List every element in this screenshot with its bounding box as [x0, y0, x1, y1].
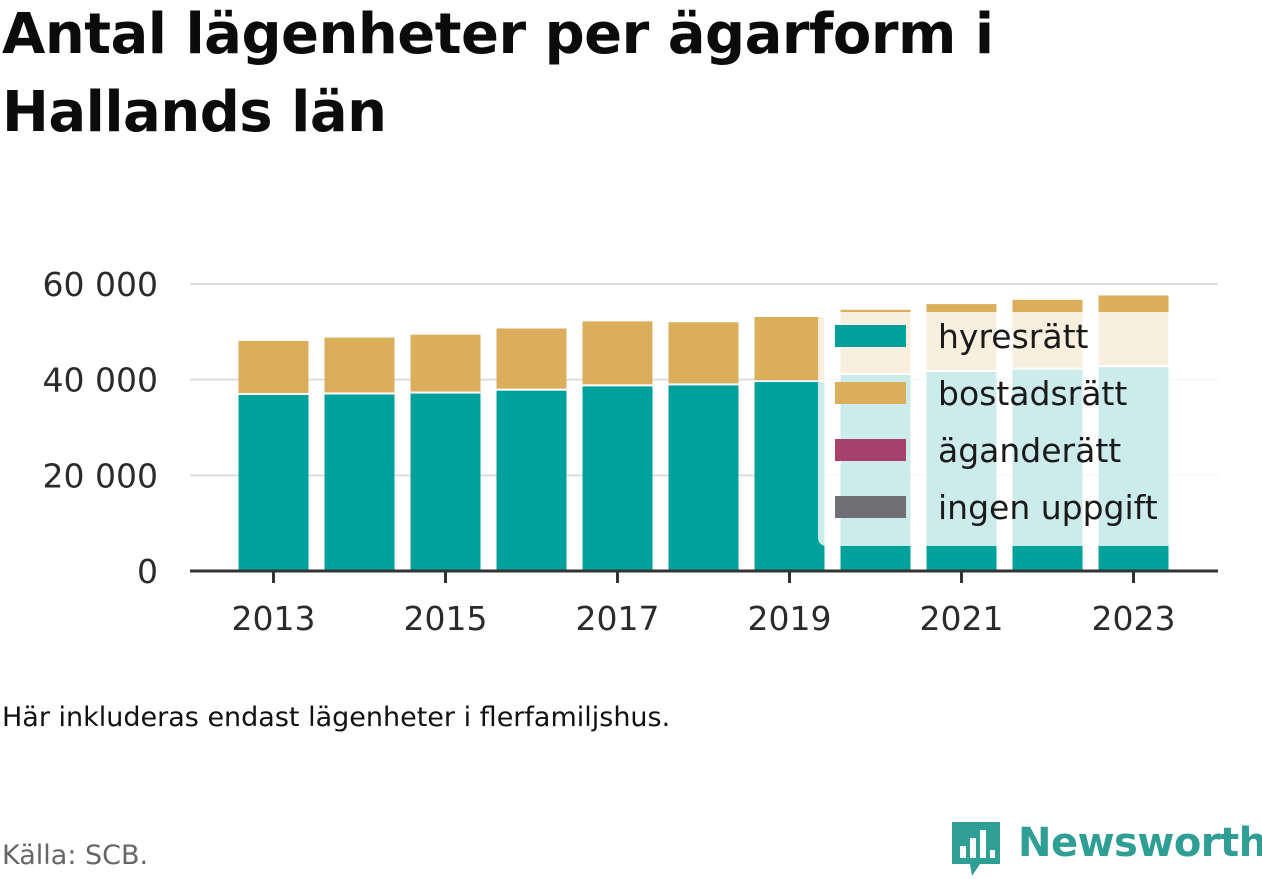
- legend-swatch: [835, 496, 906, 518]
- bar-segment: [668, 322, 739, 384]
- bar-segment: [582, 386, 653, 571]
- x-tick-label: 2015: [404, 599, 488, 638]
- legend-swatch: [835, 382, 906, 404]
- source-text: Källa: SCB.: [2, 840, 149, 871]
- bar-segment: [324, 394, 395, 571]
- x-tick-label: 2023: [1092, 599, 1176, 638]
- chart-note: Här inkluderas endast lägenheter i flerf…: [2, 702, 671, 733]
- bar-segment: [668, 385, 739, 571]
- bar-segment: [238, 340, 309, 393]
- bar-segment: [754, 317, 825, 381]
- legend-label: hyresrätt: [938, 317, 1089, 356]
- x-tick-label: 2017: [576, 599, 660, 638]
- bar-segment: [410, 334, 481, 392]
- bar-segment: [496, 390, 567, 571]
- bar-chart-speech-bubble-icon: [952, 822, 1000, 876]
- y-tick-label: 0: [137, 552, 158, 591]
- legend: hyresrätt bostadsrätt äganderätt ingen uppg…: [818, 312, 1218, 546]
- bar-segment: [754, 382, 825, 571]
- brand-name: Newsworthy: [1018, 820, 1262, 866]
- chart-title: Antal lägenheter per ägarform i Hallands…: [2, 2, 994, 145]
- axes: 0 20 000 40 000 60 000 2013 2015 2017 2019 2021 2…: [43, 265, 1218, 638]
- bar-segment: [324, 337, 395, 393]
- bar-segment: [496, 328, 567, 389]
- bar-segment: [238, 394, 309, 571]
- bar-segment: [582, 321, 653, 385]
- y-tick-label: 40 000: [43, 361, 158, 400]
- x-tick-label: 2021: [920, 599, 1004, 638]
- bar-segment: [410, 393, 481, 571]
- y-tick-label: 60 000: [43, 265, 158, 304]
- legend-label: bostadsrätt: [938, 374, 1127, 413]
- x-tick-label: 2013: [232, 599, 316, 638]
- y-tick-label: 20 000: [43, 456, 158, 495]
- legend-label: ingen uppgift: [938, 488, 1158, 527]
- legend-swatch: [835, 439, 906, 461]
- x-tick-label: 2019: [748, 599, 832, 638]
- legend-label: äganderätt: [938, 431, 1121, 470]
- stacked-bar-chart: 0 20 000 40 000 60 000 2013 2015 2017 2019 2021 2…: [43, 265, 1218, 638]
- legend-swatch: [835, 325, 906, 347]
- brand-logo: Newsworthy: [950, 818, 1262, 878]
- legend-box: [818, 312, 1218, 546]
